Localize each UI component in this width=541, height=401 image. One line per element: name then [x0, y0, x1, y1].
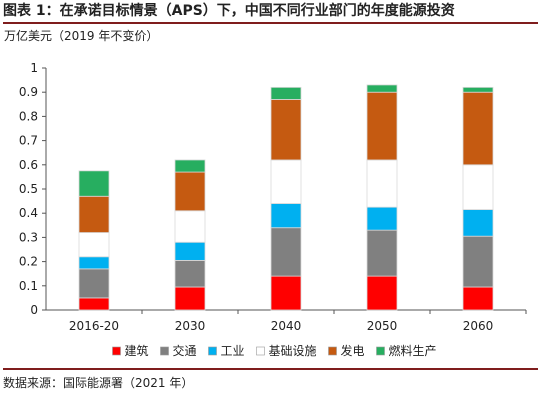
y-tick-label: 0.4: [19, 206, 38, 220]
y-tick-label: 0: [30, 303, 38, 317]
y-tick-label: 0.1: [19, 279, 38, 293]
legend-label: 交通: [173, 343, 197, 358]
legend: 建筑 交通 工业 基础设施 发电 燃料生产: [112, 343, 437, 358]
bar-segment-4-4: [462, 91, 494, 166]
bar-segment-5-4: [462, 86, 494, 93]
x-tick-label: 2050: [367, 319, 398, 333]
x-tick-label: 2040: [271, 319, 302, 333]
bars: [78, 84, 494, 311]
bar-segment-4-0: [78, 195, 110, 233]
bar-segment-3-4: [462, 164, 494, 210]
bar-segment-2-1: [174, 241, 206, 261]
unit-label: 万亿美元（2019 年不变价）: [4, 29, 159, 43]
x-tick-label: 2016-20: [69, 319, 119, 333]
y-tick-label: 0.6: [19, 158, 38, 172]
bar-segment-4-1: [174, 171, 206, 212]
bar-segment-5-3: [366, 84, 398, 93]
bar-segment-5-0: [78, 170, 110, 197]
legend-label: 基础设施: [269, 344, 317, 358]
bar-segment-0-2: [270, 275, 302, 311]
bar-segment-0-4: [462, 286, 494, 311]
legend-label: 建筑: [125, 343, 149, 358]
bar-segment-1-2: [270, 227, 302, 277]
bar-segment-2-3: [366, 206, 398, 231]
bar-segment-2-4: [462, 209, 494, 237]
y-tick-label: 0.9: [19, 85, 38, 99]
legend-swatch: [112, 346, 121, 356]
bar-segment-5-1: [174, 159, 206, 173]
y-tick-label: 0.2: [19, 255, 38, 269]
legend-swatch: [328, 346, 337, 356]
bar-segment-0-0: [78, 297, 110, 311]
bar-segment-5-2: [270, 86, 302, 100]
y-tick-label: 0.8: [19, 109, 38, 123]
bar-segment-4-2: [270, 99, 302, 161]
source-note: 数据来源：国际能源署（2021 年）: [3, 368, 538, 396]
figure-title: 图表 1：在承诺目标情景（APS）下，中国不同行业部门的年度能源投资: [3, 0, 538, 24]
bar-segment-1-4: [462, 235, 494, 288]
legend-label: 工业: [221, 344, 245, 358]
bar-segment-0-3: [366, 275, 398, 311]
bar-segment-1-1: [174, 259, 206, 288]
bar-segment-2-2: [270, 203, 302, 229]
legend-swatch: [208, 346, 217, 356]
bar-segment-3-1: [174, 210, 206, 243]
legend-swatch: [160, 346, 169, 356]
legend-swatch: [376, 346, 385, 356]
y-tick-label: 0.5: [19, 182, 38, 196]
y-tick-label: 1: [30, 61, 38, 75]
bar-segment-1-0: [78, 268, 110, 299]
x-tick-label: 2060: [463, 319, 494, 333]
y-tick-label: 0.7: [19, 134, 38, 148]
y-tick-label: 0.3: [19, 230, 38, 244]
x-tick-label: 2030: [175, 319, 206, 333]
bar-segment-1-3: [366, 229, 398, 277]
bar-segment-3-3: [366, 159, 398, 208]
bar-segment-4-3: [366, 91, 398, 161]
legend-swatch: [256, 346, 265, 356]
bar-segment-2-0: [78, 256, 110, 270]
bar-segment-0-1: [174, 286, 206, 311]
legend-label: 发电: [341, 343, 365, 358]
bar-segment-3-0: [78, 232, 110, 258]
legend-label: 燃料生产: [389, 343, 437, 358]
bar-segment-3-2: [270, 159, 302, 204]
